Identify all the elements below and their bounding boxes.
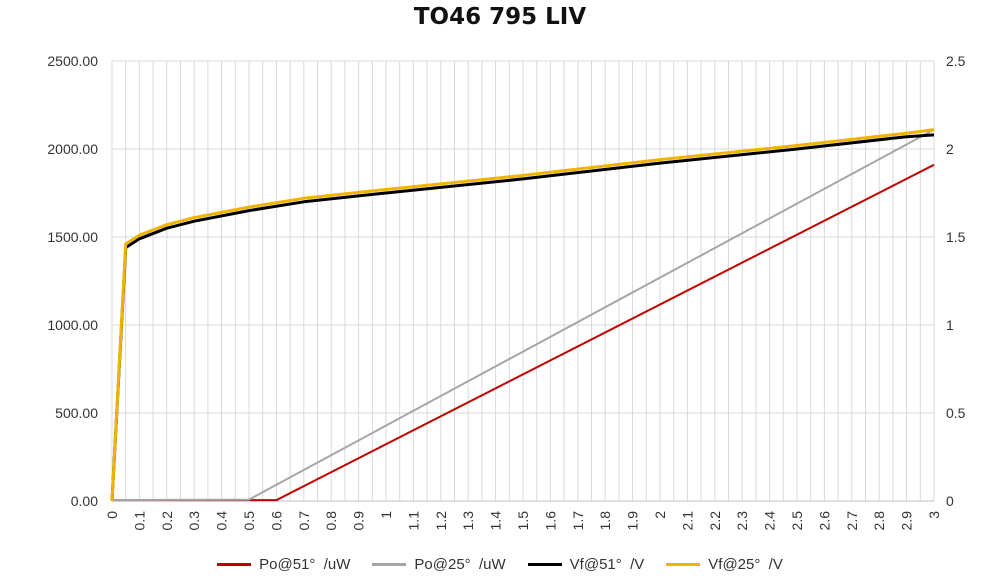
x-tick-label: 1.7 [570, 511, 586, 531]
legend-swatch [666, 563, 701, 566]
legend: Po@51° /uW Po@25° /uW Vf@51° /V Vf@25° /V [0, 556, 1000, 573]
x-tick-label: 1 [378, 511, 394, 519]
series-line-po-25-uw [111, 128, 935, 502]
grid-lines [111, 60, 935, 502]
y-right-tick-label: 1 [946, 317, 954, 333]
chart-title: TO46 795 LIV [413, 4, 587, 30]
x-tick-label: 0.5 [241, 511, 257, 531]
legend-swatch [372, 563, 407, 566]
y-left-tick-label: 2000.00 [47, 141, 98, 157]
legend-item: Vf@51° /V [527, 556, 645, 573]
series-lines [110, 128, 935, 502]
y-right-tick-label: 2 [946, 141, 954, 157]
x-tick-label: 1.5 [515, 511, 531, 531]
x-tick-label: 1.8 [597, 511, 613, 531]
x-tick-label: 1.4 [488, 511, 504, 531]
x-tick-label: 2.8 [871, 511, 887, 531]
x-tick-label: 2 [652, 511, 668, 519]
x-tick-label: 1.3 [460, 511, 476, 531]
y-right-tick-label: 0 [946, 493, 954, 509]
x-tick-label: 1.2 [433, 511, 449, 531]
x-tick-label: 0.7 [296, 511, 312, 531]
x-tick-label: 2.2 [707, 511, 723, 531]
x-tick-label: 1.6 [542, 511, 558, 531]
legend-swatch [527, 563, 562, 566]
series-line-vf-25-v [110, 128, 935, 502]
legend-label: Vf@25° /V [708, 556, 783, 573]
legend-label: Po@51° /uW [259, 556, 351, 573]
y-left-tick-label: 500.00 [55, 405, 98, 421]
x-tick-label: 0.9 [351, 511, 367, 531]
tick-labels: 0.00 500.00 1000.00 1500.00 2000.00 2500.00 0 0… [47, 53, 965, 530]
x-tick-label: 2.7 [844, 511, 860, 531]
x-tick-label: 0.6 [268, 511, 284, 531]
x-tick-label: 0.8 [323, 511, 339, 531]
x-tick-label: 0.1 [131, 511, 147, 531]
x-tick-label: 0.3 [186, 511, 202, 531]
x-tick-label: 1.9 [625, 511, 641, 531]
legend-item: Po@51° /uW [217, 556, 350, 573]
y-right-tick-label: 0.5 [946, 405, 966, 421]
x-tick-label: 1.1 [405, 511, 421, 531]
y-left-tick-label: 2500.00 [47, 53, 98, 69]
legend-label: Po@25° /uW [414, 556, 506, 573]
legend-item: Vf@25° /V [666, 556, 783, 573]
x-tick-label: 0.4 [214, 511, 230, 531]
x-tick-label: 2.3 [734, 511, 750, 531]
x-tick-label: 2.1 [679, 511, 695, 531]
y-right-tick-label: 1.5 [946, 229, 966, 245]
y-left-tick-label: 1500.00 [47, 229, 98, 245]
x-tick-label: 3 [926, 511, 942, 519]
x-tick-label: 2.6 [816, 511, 832, 531]
x-tick-label: 0.2 [159, 511, 175, 531]
legend-swatch [217, 563, 252, 566]
x-tick-label: 0 [104, 511, 120, 519]
series-line-vf-51-v [110, 133, 935, 502]
y-left-tick-label: 1000.00 [47, 317, 98, 333]
y-left-tick-label: 0.00 [71, 493, 98, 509]
x-tick-label: 2.9 [899, 511, 915, 531]
x-tick-label: 2.5 [789, 511, 805, 531]
y-right-tick-label: 2.5 [946, 53, 966, 69]
legend-label: Vf@51° /V [569, 556, 645, 573]
x-tick-label: 2.4 [762, 511, 778, 531]
legend-item: Po@25° /uW [372, 556, 506, 573]
